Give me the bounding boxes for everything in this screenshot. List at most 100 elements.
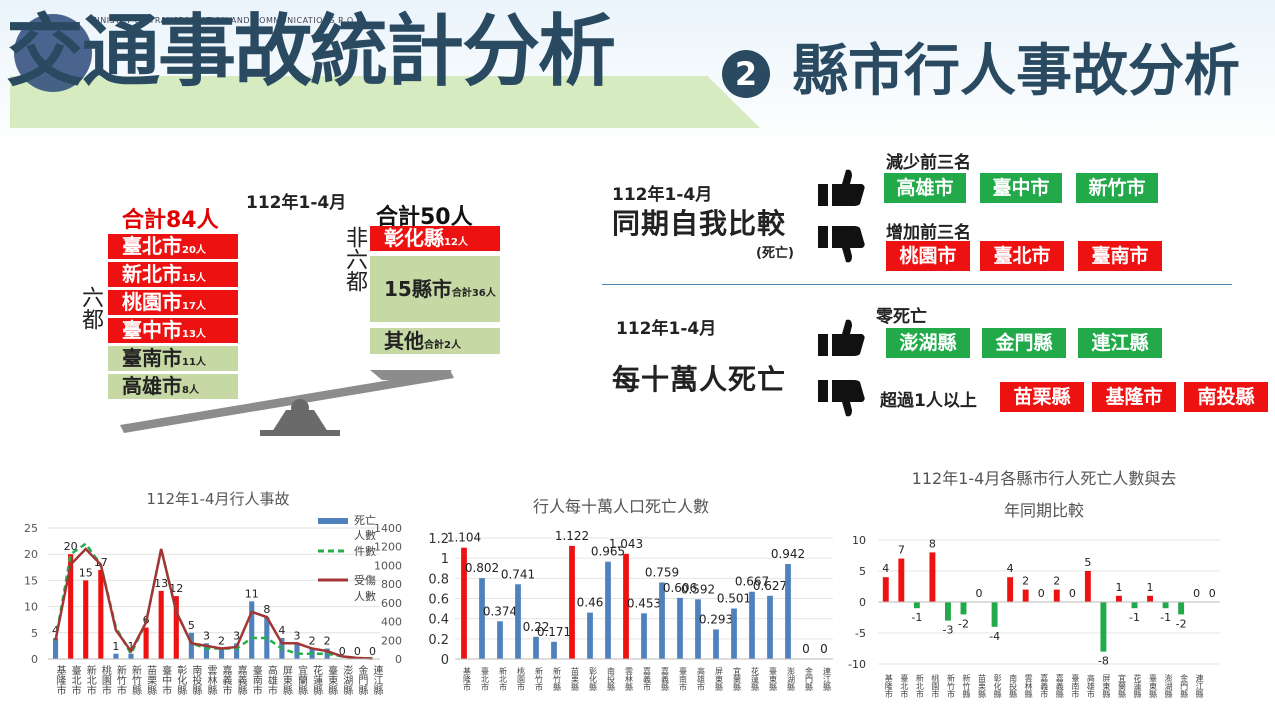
- non-six-city-box: 其他合計2人: [370, 328, 500, 354]
- x-tick-label: 苗栗縣: [145, 665, 157, 695]
- data-label: 4: [882, 562, 889, 575]
- x-tick-label: 嘉義縣: [1055, 673, 1064, 698]
- data-label: 3: [294, 629, 301, 642]
- data-label: 20: [64, 540, 78, 553]
- zero-death-tag: 澎湖縣: [886, 328, 970, 358]
- y-tick-label: 5: [31, 627, 38, 640]
- x-tick-label: 苗栗縣: [978, 674, 987, 698]
- bar: [113, 653, 119, 659]
- comparison-note: (死亡): [756, 246, 794, 261]
- data-label: 0.171: [537, 625, 571, 639]
- six-city-box-count: 11人: [182, 357, 206, 368]
- x-tick-label: 雲林縣: [1024, 674, 1033, 698]
- decrease-city-tag: 高雄市: [884, 173, 966, 203]
- bar: [143, 627, 149, 659]
- page-title: 交通事故統計分析: [6, 7, 616, 97]
- title-underline-band: [10, 76, 760, 128]
- data-label: 0.606: [663, 581, 697, 595]
- y2-tick-label: 200: [381, 634, 402, 647]
- decrease-label: 減少前三名: [886, 153, 971, 173]
- x-tick-label: 彰化縣: [993, 673, 1002, 698]
- non-six-city-box: 15縣市合計36人: [370, 256, 500, 322]
- data-label: 12: [169, 582, 183, 595]
- x-tick-label: 彰化縣: [175, 664, 187, 695]
- x-tick-label: 嘉義市: [220, 664, 232, 696]
- comparison-title: 同期自我比較: [612, 207, 787, 240]
- data-label: 0: [1069, 587, 1076, 600]
- x-tick-label: 苗栗縣: [571, 667, 580, 691]
- non-six-city-box-name: 15縣市: [384, 277, 452, 301]
- bar: [203, 643, 210, 659]
- x-tick-label: 花蓮縣: [1133, 673, 1142, 698]
- six-city-box: 臺中市13人: [108, 318, 238, 343]
- legend-swatch-deaths: [318, 518, 348, 524]
- bar: [1147, 595, 1153, 602]
- y-tick-label: 1: [441, 552, 449, 567]
- bar: [551, 641, 557, 659]
- data-label: 3: [203, 629, 210, 642]
- bar: [1053, 589, 1060, 602]
- data-label: 13: [154, 577, 168, 590]
- ministry-logo: [14, 14, 92, 92]
- bar: [1022, 589, 1029, 602]
- x-tick-label: 連江縣: [1195, 673, 1204, 698]
- x-tick-label: 宜蘭縣: [296, 664, 308, 695]
- data-label: 2: [1022, 575, 1029, 588]
- x-tick-label: 高雄市: [1086, 673, 1095, 699]
- legend-label: 件數: [354, 545, 376, 558]
- data-label: 0.802: [465, 561, 499, 575]
- chart-title: 112年1-4月行人事故: [146, 490, 289, 508]
- y2-tick-label: 600: [381, 597, 402, 610]
- ministry-name: MINISTRY OF TRANSPORTATION AND COMMUNICA…: [90, 16, 366, 25]
- bar: [767, 595, 773, 659]
- data-label: 1: [1147, 581, 1154, 594]
- y-tick-label: -10: [848, 658, 866, 671]
- data-label: 1.104: [447, 531, 481, 545]
- x-tick-label: 臺東縣: [326, 664, 338, 695]
- data-label: -2: [1176, 617, 1187, 630]
- x-tick-label: 臺南市: [250, 664, 262, 696]
- x-tick-label: 嘉義市: [643, 666, 652, 692]
- data-label: 3: [233, 629, 240, 642]
- x-tick-label: 臺北市: [900, 673, 909, 699]
- y-tick-label: 0.6: [428, 593, 449, 608]
- thumbs-up-icon: [818, 319, 865, 356]
- x-tick-label: 澎湖縣: [787, 666, 796, 691]
- bar: [882, 577, 889, 602]
- bar: [158, 590, 164, 659]
- x-tick-label: 臺南市: [1071, 673, 1080, 699]
- non-six-city-box-name: 彰化縣: [384, 226, 444, 250]
- non-six-city-box-count: 12人: [444, 237, 468, 248]
- y-tick-label: 20: [24, 548, 38, 561]
- y2-tick-label: 1400: [374, 522, 402, 535]
- x-tick-label: 宜蘭縣: [1117, 673, 1126, 698]
- bar: [497, 621, 503, 659]
- bar: [98, 569, 104, 659]
- non-six-city-box-count: 合計2人: [424, 340, 461, 351]
- chart-deaths-per-100k: 行人每十萬人口死亡人數00.20.40.60.811.21.1040.8020.…: [428, 497, 833, 692]
- bar: [785, 564, 791, 659]
- data-label: 0.667: [735, 575, 769, 589]
- bar: [731, 608, 737, 659]
- bar: [83, 580, 89, 659]
- chart-title: 行人每十萬人口死亡人數: [533, 497, 709, 516]
- data-label: -1: [1160, 611, 1171, 624]
- x-tick-label: 澎湖縣: [1164, 673, 1173, 698]
- x-tick-label: 嘉義縣: [661, 666, 670, 691]
- increase-city-tag: 臺南市: [1078, 241, 1162, 271]
- bar: [623, 553, 629, 659]
- x-tick-label: 高雄市: [265, 664, 277, 696]
- zero-death-tag: 金門縣: [982, 328, 1066, 358]
- bar: [52, 638, 59, 659]
- data-label: 5: [1084, 556, 1091, 569]
- data-label: 0: [1193, 587, 1200, 600]
- y-tick-label: -5: [855, 627, 866, 640]
- increase-city-tag: 桃園市: [886, 241, 970, 271]
- data-label: 0.293: [699, 612, 733, 626]
- x-tick-label: 連江縣: [823, 666, 832, 691]
- x-tick-label: 花蓮縣: [311, 664, 323, 695]
- scale-period: 112年1-4月: [246, 193, 347, 213]
- bar: [569, 545, 575, 659]
- decrease-city-tag: 臺中市: [980, 173, 1062, 203]
- bar: [1178, 602, 1185, 615]
